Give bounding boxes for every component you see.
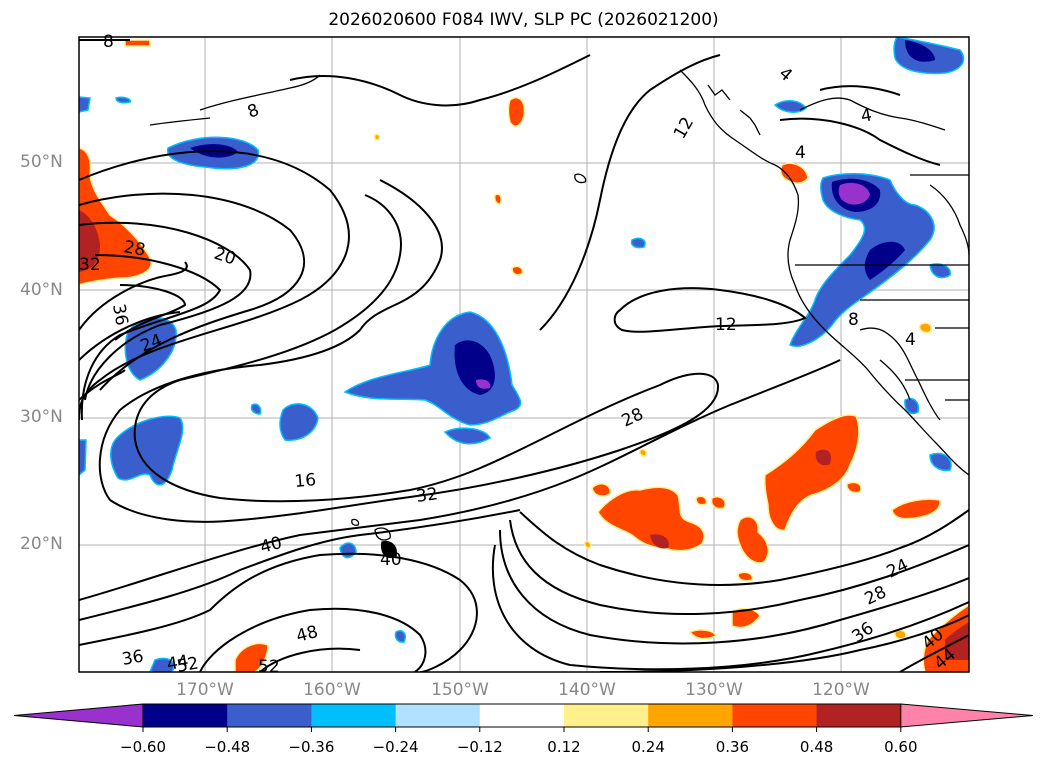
contour-label: 36 (108, 302, 131, 327)
lon-label-140w: 140°W (558, 680, 616, 700)
contour-label: 44 (165, 651, 190, 674)
colorbar-tick-label: 0.36 (715, 738, 750, 756)
lon-label-150w: 150°W (431, 680, 489, 700)
lon-label-120w: 120°W (812, 680, 870, 700)
contour-label: 4 (905, 330, 916, 350)
colorbar-tick-label: −0.12 (456, 738, 503, 756)
contour-label: 52 (258, 657, 280, 677)
lat-label-20n: 20°N (20, 534, 63, 554)
colorbar-segment (816, 704, 902, 727)
colorbar-tick-label: 0.48 (799, 738, 834, 756)
contour-label: 8 (103, 32, 114, 52)
contour-label: 28 (122, 237, 147, 260)
colorbar-tick-label: −0.48 (204, 738, 251, 756)
contour-label: 52 (175, 653, 200, 676)
lon-label-170w: 170°W (176, 680, 234, 700)
colorbar (13, 703, 1034, 732)
colorbar-segment (395, 704, 481, 727)
slp-contours (79, 39, 969, 672)
colorbar-segment (143, 704, 228, 727)
contour-label: 8 (848, 310, 859, 330)
colorbar-segment (311, 704, 397, 727)
colorbar-tick-label: 0.24 (631, 738, 665, 756)
contour-label: 4 (859, 105, 873, 127)
contour-label: 16 (294, 470, 317, 492)
contour-label: 40 (380, 550, 402, 570)
negative-anomaly-shading (79, 37, 965, 672)
contour-label: 32 (415, 484, 439, 507)
colorbar-tick-label: −0.24 (372, 738, 419, 756)
colorbar-segment (479, 704, 565, 727)
colorbar-tick-label: −0.36 (288, 738, 335, 756)
contour-label: 4 (795, 143, 806, 163)
colorbar-extend-left (13, 703, 144, 728)
lon-label-160w: 160°W (303, 680, 361, 700)
lon-label-130w: 130°W (685, 680, 743, 700)
coastlines (149, 69, 969, 558)
gridlines (79, 37, 969, 672)
colorbar-segment (648, 704, 733, 727)
colorbar-extend-right (900, 703, 1034, 728)
colorbar-segment (227, 704, 312, 727)
colorbar-tick-label: 0.60 (884, 738, 918, 756)
colorbar-tick-label: −0.60 (120, 738, 166, 756)
lat-label-40n: 40°N (20, 280, 63, 300)
colorbar-outline (143, 703, 901, 728)
contour-label: 36 (120, 646, 145, 669)
map-title: 2026020600 F084 IWV, SLP PC (2026021200) (328, 10, 719, 30)
lat-label-30n: 30°N (20, 407, 63, 427)
contour-label: 12 (715, 315, 737, 335)
contour-label: 32 (79, 255, 101, 275)
colorbar-segment (732, 704, 818, 727)
lat-label-50n: 50°N (20, 152, 63, 172)
colorbar-segment (564, 704, 649, 727)
positive-anomaly-shading (79, 39, 969, 672)
colorbar-tick-label: 0.12 (547, 738, 581, 756)
map-frame (78, 36, 970, 673)
